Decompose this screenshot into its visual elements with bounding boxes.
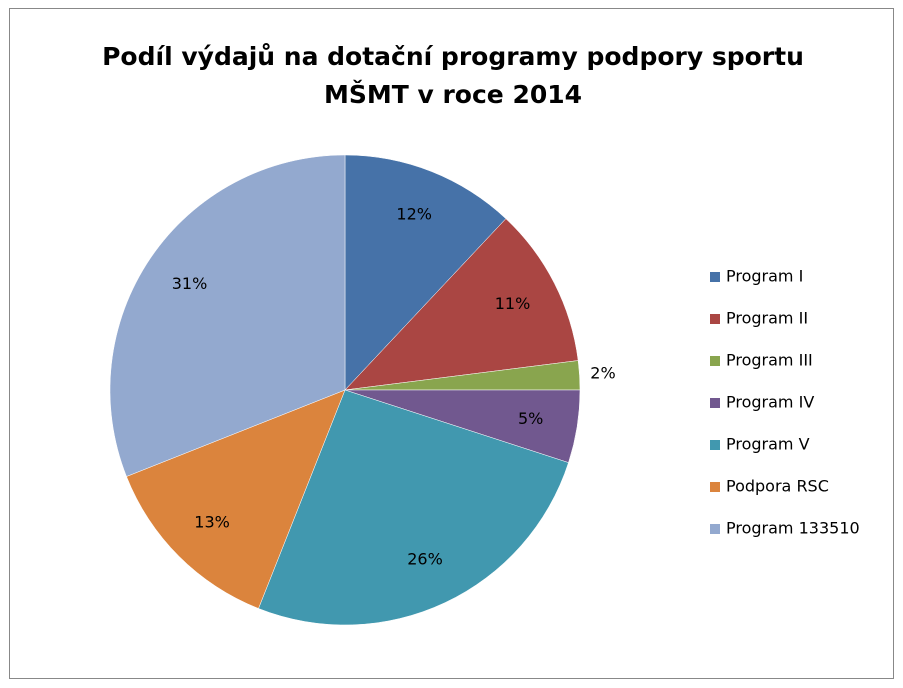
legend-label: Program V bbox=[726, 435, 810, 454]
legend-swatch bbox=[710, 272, 720, 282]
legend-label: Program IV bbox=[726, 393, 814, 412]
legend-label: Program III bbox=[726, 351, 813, 370]
chart-title: Podíl výdajů na dotační programy podpory… bbox=[102, 42, 804, 71]
data-label: 12% bbox=[396, 205, 432, 224]
data-label: 2% bbox=[590, 363, 615, 382]
data-label: 5% bbox=[518, 409, 543, 428]
pie-slice bbox=[344, 154, 507, 391]
legend-swatch bbox=[710, 398, 720, 408]
legend-swatch bbox=[710, 482, 720, 492]
pie-slice bbox=[258, 389, 569, 626]
legend-label: Program II bbox=[726, 309, 808, 328]
data-label: 13% bbox=[194, 512, 230, 531]
data-label: 11% bbox=[495, 294, 531, 313]
data-label: 31% bbox=[172, 274, 208, 293]
legend-swatch bbox=[710, 440, 720, 450]
pie-slice bbox=[126, 389, 346, 609]
legend-label: Program 133510 bbox=[726, 519, 860, 538]
legend-label: Program I bbox=[726, 267, 803, 286]
pie-slice bbox=[344, 218, 579, 391]
legend-label: Podpora RSC bbox=[726, 477, 829, 496]
pie-slice bbox=[109, 154, 346, 477]
legend-swatch bbox=[710, 356, 720, 366]
legend-swatch bbox=[710, 314, 720, 324]
chart-title: MŠMT v roce 2014 bbox=[324, 79, 582, 109]
legend-swatch bbox=[710, 524, 720, 534]
data-label: 26% bbox=[407, 550, 443, 569]
